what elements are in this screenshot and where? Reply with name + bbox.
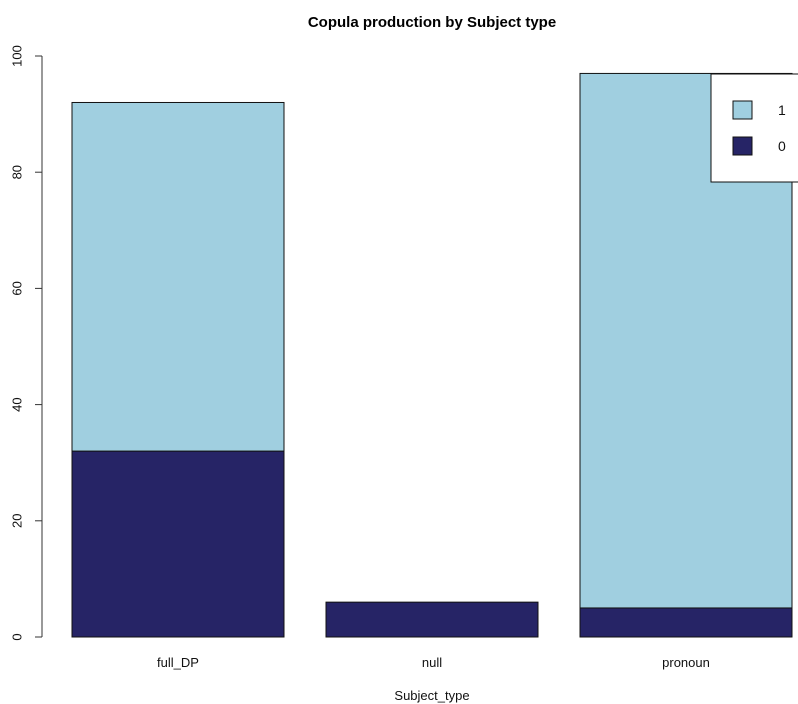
- y-tick-label: 80: [9, 165, 24, 179]
- legend-swatch-1: [732, 100, 753, 120]
- legend-label-0: 0: [778, 138, 786, 154]
- y-tick-label: 40: [9, 397, 24, 411]
- y-axis: 0 20 40 60 80 100: [9, 45, 43, 641]
- y-tick-label: 60: [9, 281, 24, 295]
- x-category-label-pronoun: pronoun: [662, 655, 710, 670]
- legend: 10: [710, 73, 798, 183]
- legend-label-1: 1: [778, 102, 786, 118]
- legend-box: [710, 73, 798, 183]
- bar-null-series-0: [325, 601, 539, 638]
- bar-full_DP-series-0: [71, 450, 285, 638]
- y-tick-label: 100: [9, 45, 24, 67]
- x-axis-title: Subject_type: [394, 688, 469, 703]
- bar-pronoun-series-0: [579, 607, 793, 638]
- legend-swatch-0: [732, 136, 753, 156]
- bar-full_DP-series-1: [71, 101, 285, 452]
- x-category-label-full_DP: full_DP: [157, 655, 199, 670]
- bars: [71, 72, 793, 638]
- y-tick-label: 20: [9, 514, 24, 528]
- chart-title: Copula production by Subject type: [308, 14, 556, 31]
- y-tick-label: 0: [9, 633, 24, 640]
- x-axis-labels: full_DP null pronoun: [157, 655, 710, 670]
- x-category-label-null: null: [422, 655, 442, 670]
